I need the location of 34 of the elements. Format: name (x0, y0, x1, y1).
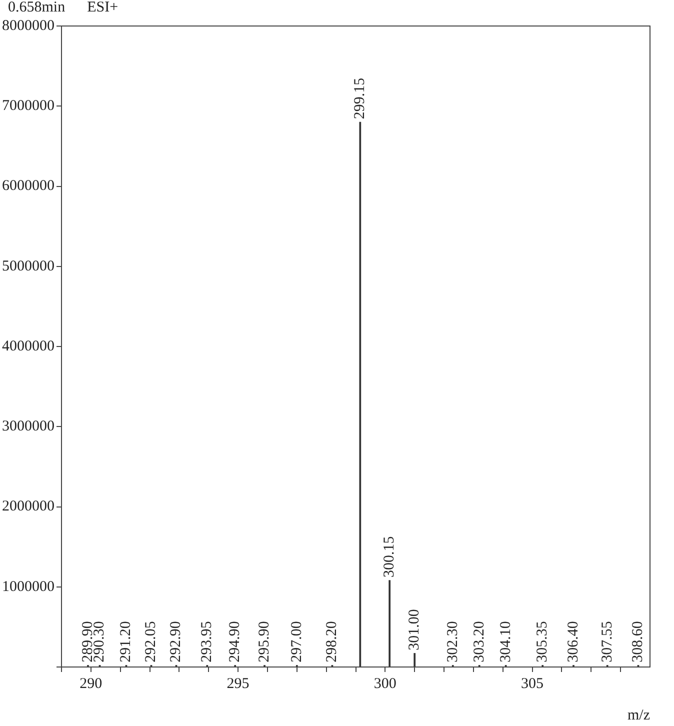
y-tick-label: 1000000 (2, 578, 54, 595)
y-tick-label: 6000000 (2, 178, 54, 194)
annotation: 303.20 (471, 621, 488, 662)
annotation: 292.90 (168, 621, 184, 662)
x-tick-label: 295 (226, 676, 250, 692)
y-tick-label: 8000000 (2, 18, 54, 34)
annotation: 293.95 (199, 621, 216, 662)
annotation: 297.00 (288, 621, 305, 662)
annotation: 291.20 (118, 621, 134, 662)
y-tick-label: 2000000 (2, 498, 54, 515)
x-axis-title: m/z (628, 707, 650, 724)
annotation: 295.90 (256, 621, 272, 662)
annotation: 304.10 (498, 621, 514, 662)
annotation: 290.30 (92, 621, 108, 662)
annotation: 298.20 (324, 621, 340, 662)
annotation: 301.00 (406, 609, 423, 650)
annotation: 299.15 (352, 78, 368, 120)
annotation: 307.55 (599, 621, 616, 662)
y-tick-label: 5000000 (2, 258, 54, 274)
x-tick-label: 305 (521, 676, 544, 692)
annotation: 306.40 (565, 621, 582, 662)
y-tick-label: 7000000 (2, 98, 54, 114)
annotation: 300.15 (382, 536, 398, 578)
annotation: 302.30 (444, 621, 461, 662)
x-tick-label: 290 (80, 676, 102, 692)
annotation: 292.05 (143, 621, 160, 662)
text: ESI+ (87, 0, 118, 16)
annotation: 308.60 (630, 621, 646, 662)
text: 0.658min (8, 0, 66, 16)
x-tick-label: 300 (374, 676, 396, 692)
annotation: 294.90 (227, 621, 244, 662)
annotation: 305.35 (534, 621, 551, 662)
y-tick-label: 3000000 (2, 418, 54, 435)
y-tick-label: 4000000 (2, 338, 54, 354)
